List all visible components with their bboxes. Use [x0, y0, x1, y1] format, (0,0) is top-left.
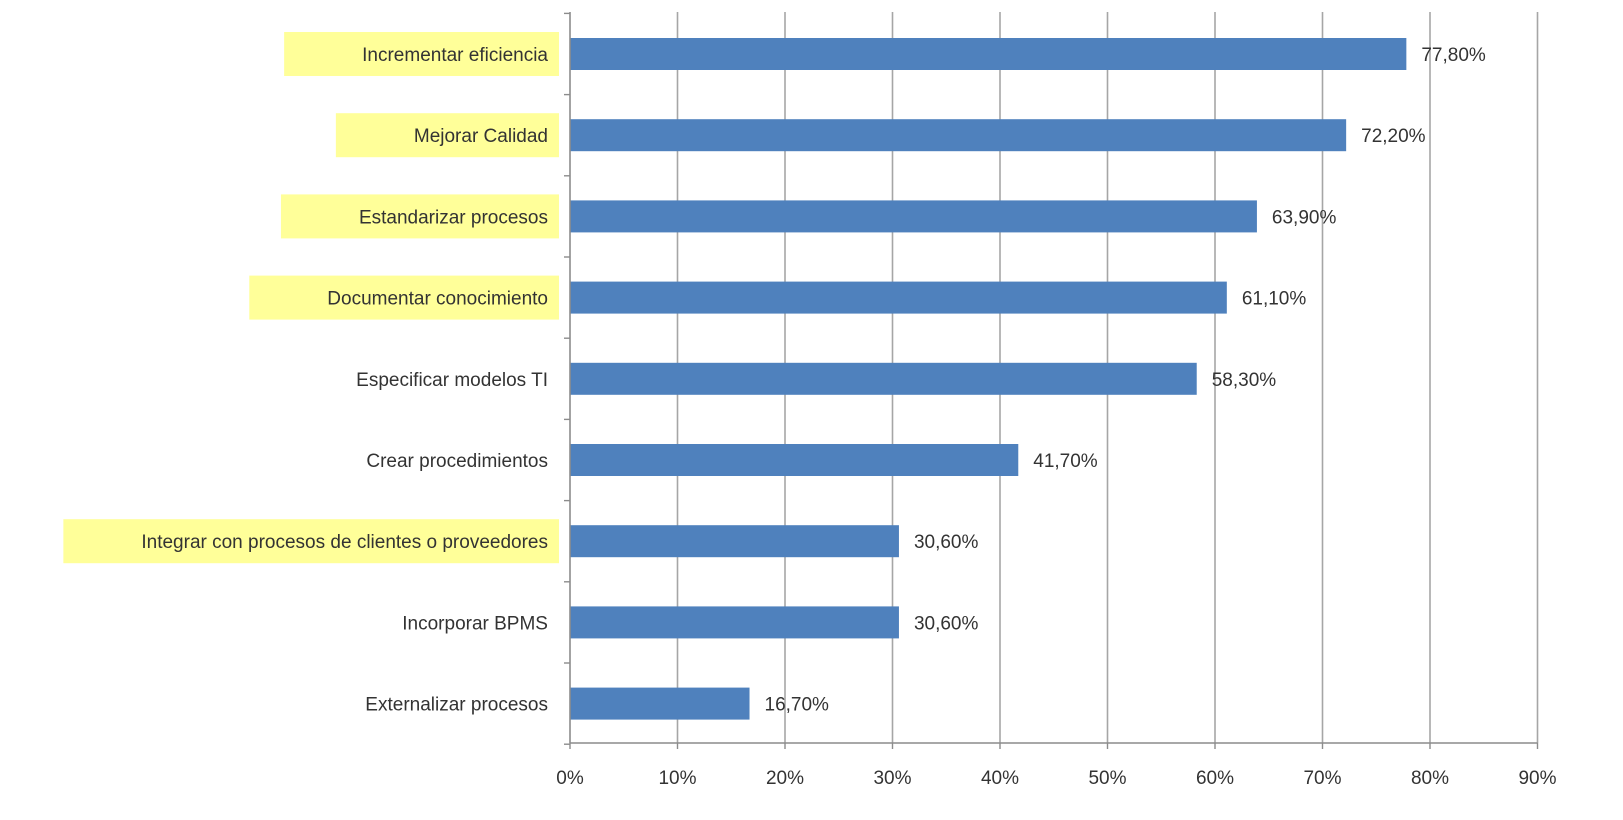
- data-label: 16,70%: [765, 695, 830, 716]
- x-tick-label: 10%: [658, 768, 696, 789]
- label-layer: Incrementar eficiencia 77,80% Mejorar Cali…: [141, 45, 1486, 716]
- bar: [570, 200, 1257, 233]
- x-tick-label: 90%: [1518, 768, 1556, 789]
- bar: [570, 687, 750, 720]
- x-tick-label: 80%: [1411, 768, 1449, 789]
- category-highlight: [335, 113, 559, 158]
- x-tick-label: 30%: [873, 768, 911, 789]
- x-tick-label: 70%: [1303, 768, 1341, 789]
- category-label: Integrar con procesos de clientes o prov…: [141, 532, 548, 553]
- bar: [570, 525, 899, 558]
- bar: [570, 444, 1019, 476]
- category-label: Especificar modelos TI: [356, 370, 548, 391]
- data-label: 77,80%: [1421, 45, 1486, 66]
- bar-layer: [570, 38, 1407, 720]
- category-highlight: [280, 194, 559, 239]
- category-label: Estandarizar procesos: [359, 207, 548, 228]
- bar: [570, 38, 1407, 70]
- category-highlight: [63, 519, 559, 564]
- highlight-layer: [63, 32, 559, 564]
- x-tick-label: 20%: [766, 768, 804, 789]
- x-tick-label: 60%: [1196, 768, 1234, 789]
- data-label: 30,60%: [914, 532, 979, 553]
- data-label: 58,30%: [1212, 370, 1277, 391]
- data-label: 61,10%: [1242, 289, 1307, 310]
- category-label: Mejorar Calidad: [414, 126, 548, 147]
- x-tick-label: 40%: [981, 768, 1019, 789]
- data-label: 30,60%: [914, 613, 979, 634]
- data-label: 72,20%: [1361, 126, 1426, 147]
- bar: [570, 281, 1227, 314]
- category-label: Documentar conocimiento: [327, 289, 548, 310]
- x-tick-label: 50%: [1088, 768, 1126, 789]
- category-highlight: [249, 275, 559, 320]
- bar: [570, 362, 1197, 395]
- data-label: 41,70%: [1033, 451, 1098, 472]
- data-label: 63,90%: [1272, 207, 1337, 228]
- bar: [570, 119, 1347, 152]
- category-label: Externalizar procesos: [365, 695, 548, 716]
- bar: [570, 606, 899, 639]
- category-label: Crear procedimientos: [366, 451, 548, 472]
- axis-layer: 0% 10% 20% 30% 40% 50% 60% 70% 80% 90%: [556, 12, 1557, 789]
- category-label: Incrementar eficiencia: [362, 45, 548, 66]
- x-tick-label: 0%: [556, 768, 584, 789]
- category-highlight: [284, 32, 559, 76]
- category-label: Incorporar BPMS: [402, 613, 548, 634]
